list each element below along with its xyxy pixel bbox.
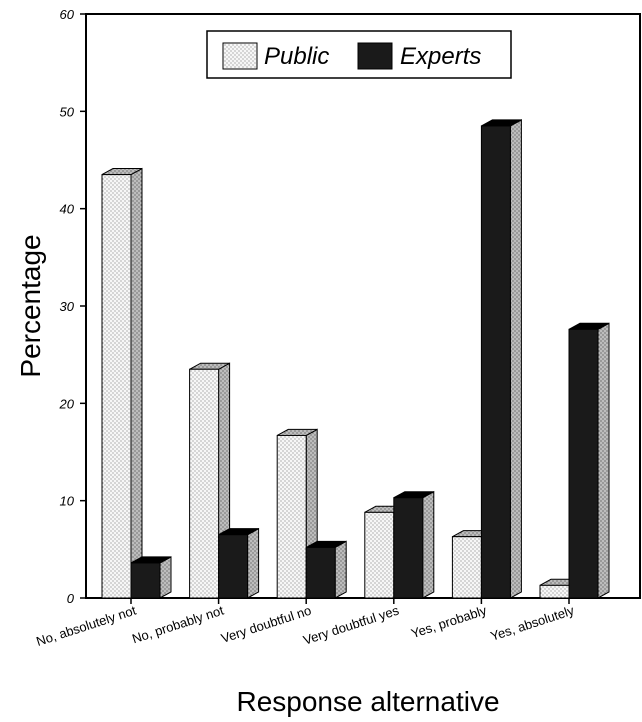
bar-experts-0 bbox=[130, 556, 172, 599]
bar-experts-1 bbox=[218, 527, 260, 599]
y-axis-ticks: 0 10 20 30 40 50 60 bbox=[59, 7, 86, 606]
bar-experts-5 bbox=[568, 322, 610, 599]
legend-swatch-experts bbox=[357, 42, 393, 70]
x-tick-label: Very doubtful yes bbox=[301, 602, 401, 647]
legend: Public Experts bbox=[206, 30, 512, 79]
legend-swatch-public bbox=[222, 42, 258, 70]
y-tick-label: 50 bbox=[60, 104, 75, 119]
x-tick-label: No, absolutely not bbox=[34, 602, 138, 649]
y-tick-label: 10 bbox=[60, 494, 75, 509]
x-tick-label: Yes, probably bbox=[409, 602, 489, 641]
y-tick-label: 20 bbox=[59, 396, 75, 411]
x-tick-label: Very doubtful no bbox=[219, 603, 313, 646]
y-axis-title: Percentage bbox=[15, 234, 46, 377]
plot-frame bbox=[85, 13, 641, 599]
legend-label-public: Public bbox=[264, 43, 329, 70]
x-tick-label: Yes, absolutely bbox=[489, 602, 577, 643]
x-axis-title: Response alternative bbox=[236, 686, 499, 717]
bar-experts-4 bbox=[480, 119, 522, 599]
bar-experts-3 bbox=[393, 490, 435, 599]
y-tick-label: 30 bbox=[60, 299, 75, 314]
bar-public-0 bbox=[101, 167, 143, 599]
bar-experts-2 bbox=[305, 540, 347, 599]
y-tick-label: 60 bbox=[60, 7, 75, 22]
legend-label-experts: Experts bbox=[400, 43, 481, 70]
x-tick-label: No, probably not bbox=[130, 602, 226, 646]
y-tick-label: 40 bbox=[60, 202, 75, 217]
y-tick-label: 0 bbox=[67, 591, 75, 606]
bars bbox=[101, 119, 610, 604]
